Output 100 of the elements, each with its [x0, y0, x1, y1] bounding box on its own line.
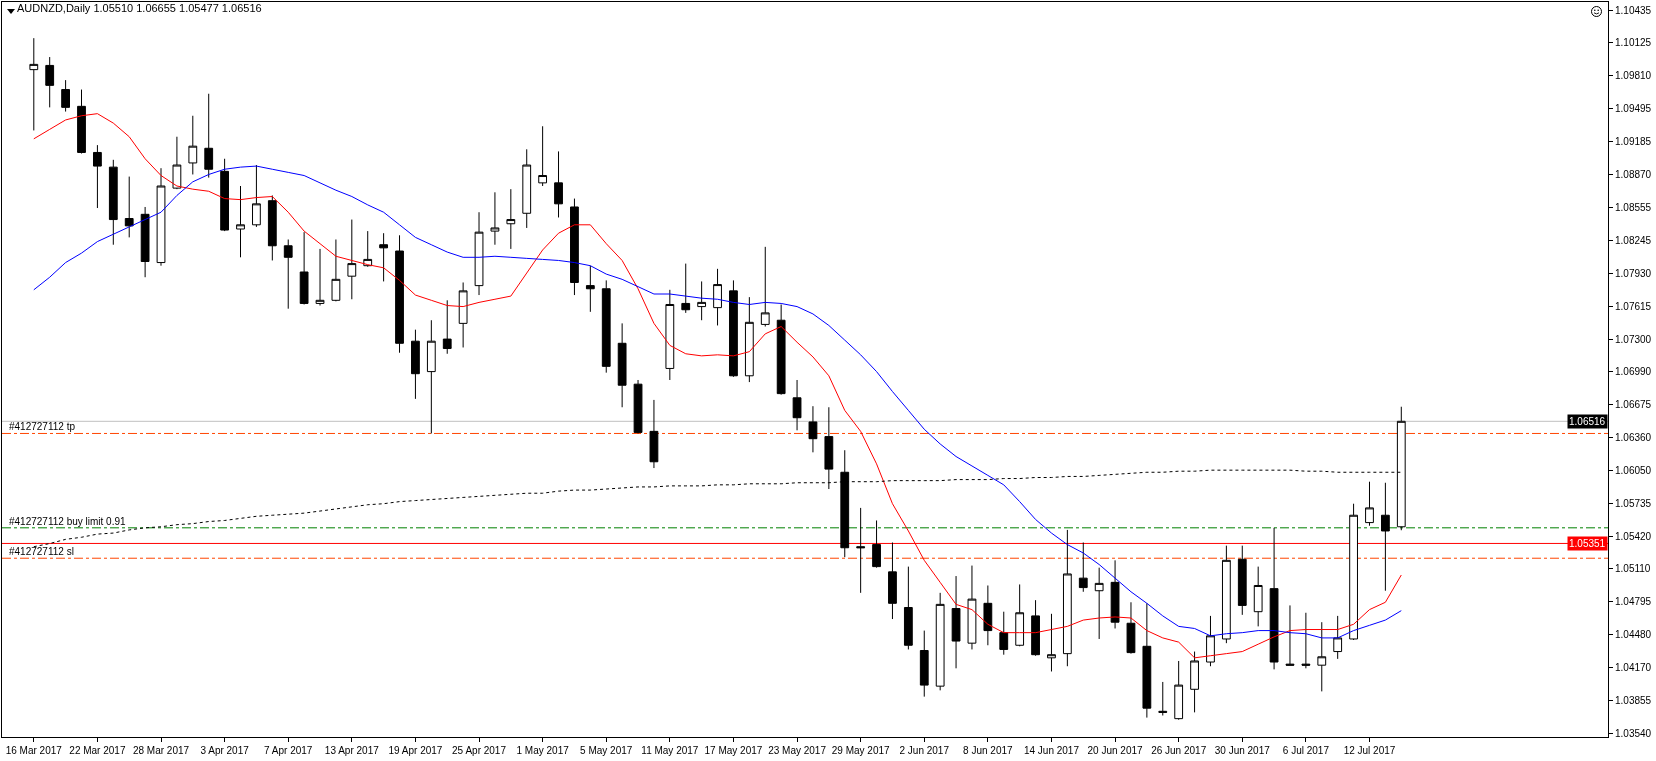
- candlestick: [729, 279, 738, 378]
- x-tick-label: 16 Mar 2017: [5, 745, 63, 756]
- candlestick: [426, 319, 436, 434]
- y-tick-label: 1.05735: [1615, 497, 1652, 509]
- candlestick: [1349, 503, 1358, 641]
- x-tick-label: 29 May 2017: [831, 745, 890, 756]
- candlestick: [490, 191, 500, 246]
- y-tick-label: 1.10125: [1615, 37, 1652, 49]
- candlestick: [379, 232, 389, 282]
- x-tick-label: 20 Jun 2017: [1087, 745, 1144, 756]
- ref-line-label: 1.05351: [1569, 538, 1606, 549]
- candlestick: [236, 185, 245, 258]
- candlestick: [283, 238, 293, 310]
- candlestick: [1190, 651, 1199, 713]
- y-tick-label: 1.04170: [1615, 661, 1652, 673]
- candlestick: [999, 611, 1009, 656]
- candlestick: [1158, 681, 1168, 717]
- candlestick: [61, 79, 70, 113]
- candlestick: [1253, 566, 1263, 627]
- candlestick: [506, 188, 516, 250]
- candlestick: [617, 322, 627, 408]
- candlestick: [967, 565, 977, 650]
- candlestick: [1174, 660, 1184, 721]
- ref-line-label: 1.06516: [1569, 416, 1606, 427]
- y-tick-label: 1.06360: [1615, 432, 1652, 444]
- candlestick: [585, 265, 595, 313]
- chart-title: AUDNZD,Daily 1.05510 1.06655 1.05477 1.06516: [17, 1, 262, 14]
- candlestick: [538, 125, 548, 187]
- candlestick: [474, 211, 484, 296]
- x-tick-label: 19 Apr 2017: [388, 745, 443, 756]
- candlestick: [411, 329, 420, 400]
- x-tick-label: 25 Apr 2017: [452, 745, 507, 756]
- candlestick: [888, 542, 897, 620]
- candlestick: [108, 159, 118, 246]
- y-tick-label: 1.07300: [1615, 333, 1652, 345]
- candlestick: [29, 37, 39, 131]
- y-tick-label: 1.04795: [1615, 596, 1652, 608]
- candlestick: [1094, 567, 1104, 640]
- candlestick: [1301, 612, 1311, 669]
- y-tick-label: 1.09495: [1615, 103, 1652, 115]
- candlestick: [1062, 529, 1072, 667]
- candlestick: [697, 280, 707, 321]
- y-tick-label: 1.06050: [1615, 464, 1652, 476]
- x-tick-label: 28 Mar 2017: [132, 745, 190, 756]
- candlestick: [1078, 542, 1088, 593]
- x-tick-label: 22 Mar 2017: [69, 745, 126, 756]
- candlestick: [1015, 583, 1025, 647]
- candlestick: [204, 93, 214, 179]
- candlestick: [522, 148, 532, 229]
- candlestick: [649, 399, 659, 469]
- x-tick-label: 26 Jun 2017: [1151, 745, 1207, 756]
- y-tick-label: 1.06990: [1615, 366, 1652, 378]
- candlestick: [760, 246, 770, 328]
- candlestick: [808, 405, 818, 453]
- candlestick: [1110, 559, 1120, 629]
- candlestick: [856, 507, 866, 594]
- candlestick: [220, 158, 230, 232]
- candlestick: [1365, 481, 1374, 527]
- candlestick: [1333, 615, 1343, 660]
- x-tick-label: 3 Apr 2017: [200, 745, 250, 756]
- candlestick: [1047, 613, 1056, 672]
- candlestick: [554, 150, 563, 218]
- x-tick-label: 6 Jul 2017: [1282, 745, 1330, 756]
- candlestick: [903, 566, 913, 650]
- y-tick-label: 1.04480: [1615, 629, 1652, 641]
- y-tick-label: 1.10435: [1615, 4, 1652, 16]
- candlestick: [633, 379, 643, 434]
- x-tick-label: 2 Jun 2017: [899, 745, 950, 756]
- candlestick: [1237, 545, 1247, 616]
- candlestick: [299, 231, 309, 305]
- candlestick: [156, 167, 166, 267]
- candlestick: [1221, 545, 1231, 644]
- x-tick-label: 17 May 2017: [704, 745, 763, 756]
- candlestick: [935, 592, 945, 691]
- candlestick: [188, 115, 198, 175]
- x-tick-label: 14 Jun 2017: [1023, 745, 1080, 756]
- y-tick-label: 1.08245: [1615, 234, 1652, 246]
- x-tick-label: 5 May 2017: [580, 745, 633, 756]
- y-tick-label: 1.06675: [1615, 399, 1652, 411]
- candlestick: [45, 56, 55, 108]
- x-tick-label: 8 Jun 2017: [963, 745, 1014, 756]
- candlestick: [124, 176, 134, 238]
- candlestick: [601, 279, 611, 374]
- candlestick: [1269, 527, 1279, 670]
- candlestick: [77, 89, 86, 155]
- y-tick-label: 1.03855: [1615, 694, 1652, 706]
- y-tick-label: 1.05420: [1615, 530, 1652, 542]
- candlestick: [347, 219, 357, 300]
- candlestick: [872, 519, 881, 569]
- y-tick-label: 1.08555: [1615, 202, 1652, 214]
- candlestick: [713, 268, 722, 326]
- candlestick: [776, 303, 786, 396]
- candlestick: [442, 299, 452, 355]
- ref-line-label: #412727112 buy limit 0.91: [9, 516, 127, 527]
- candlestick: [331, 238, 341, 302]
- candlestick: [252, 164, 261, 228]
- x-tick-label: 7 Apr 2017: [264, 745, 313, 756]
- candlestick: [570, 198, 579, 296]
- x-tick-label: 11 May 2017: [641, 745, 699, 756]
- candlestick: [951, 575, 961, 669]
